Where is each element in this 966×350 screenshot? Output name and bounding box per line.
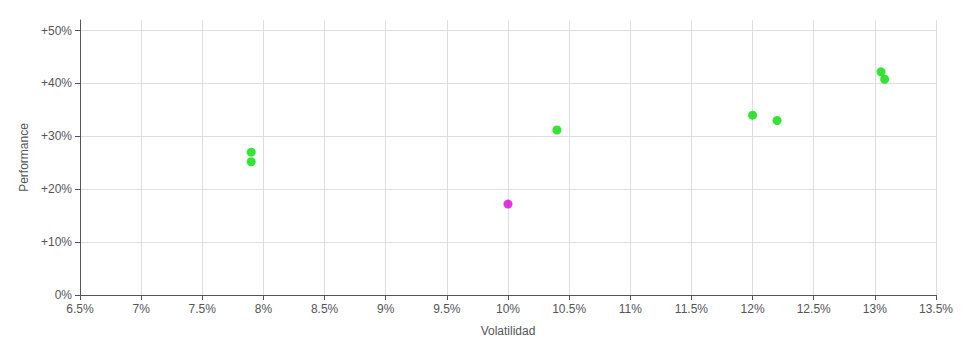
svg-text:9%: 9% bbox=[377, 302, 395, 316]
svg-text:0%: 0% bbox=[55, 288, 73, 302]
svg-text:+30%: +30% bbox=[41, 129, 72, 143]
svg-text:13%: 13% bbox=[863, 302, 887, 316]
svg-text:8.5%: 8.5% bbox=[311, 302, 339, 316]
svg-text:Volatilidad: Volatilidad bbox=[481, 324, 536, 338]
svg-text:+20%: +20% bbox=[41, 182, 72, 196]
svg-text:7.5%: 7.5% bbox=[189, 302, 217, 316]
svg-text:12%: 12% bbox=[741, 302, 765, 316]
svg-text:11%: 11% bbox=[619, 302, 642, 316]
svg-text:11.5%: 11.5% bbox=[675, 302, 708, 316]
svg-text:7%: 7% bbox=[132, 302, 150, 316]
svg-text:9.5%: 9.5% bbox=[433, 302, 461, 316]
svg-text:8%: 8% bbox=[255, 302, 273, 316]
svg-text:13.5%: 13.5% bbox=[919, 302, 953, 316]
svg-text:Performance: Performance bbox=[17, 123, 31, 192]
svg-text:+50%: +50% bbox=[41, 24, 72, 38]
svg-text:10.5%: 10.5% bbox=[552, 302, 586, 316]
svg-text:6.5%: 6.5% bbox=[66, 302, 94, 316]
svg-text:10%: 10% bbox=[496, 302, 520, 316]
svg-text:+40%: +40% bbox=[41, 76, 72, 90]
svg-text:+10%: +10% bbox=[41, 235, 72, 249]
svg-text:12.5%: 12.5% bbox=[797, 302, 831, 316]
